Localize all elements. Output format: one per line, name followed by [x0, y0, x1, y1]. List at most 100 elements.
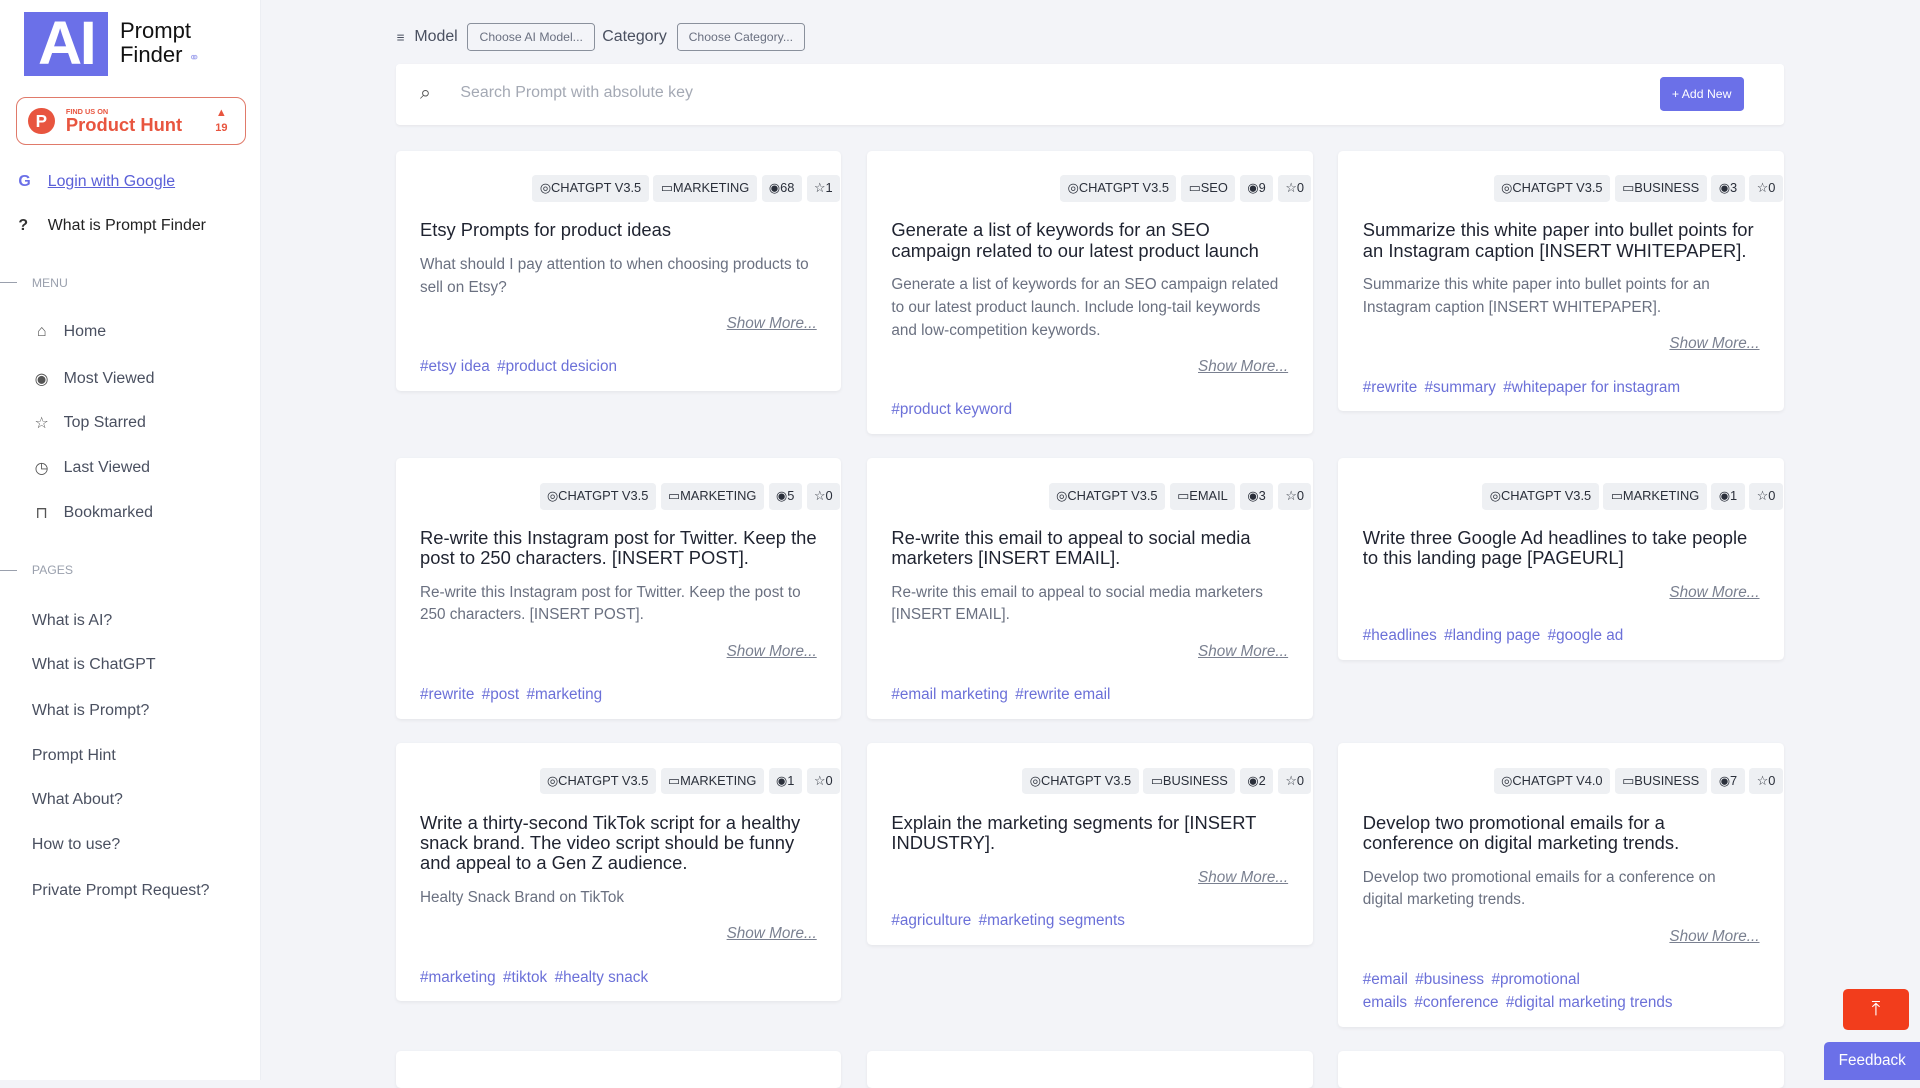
sidebar-item-bookmarked[interactable]: ⊓ Bookmarked	[32, 503, 153, 523]
sidebar-item-home[interactable]: ⌂ Home	[32, 323, 106, 341]
model-tag[interactable]: ◎CHATGPT V4.0	[1493, 767, 1610, 795]
model-tag[interactable]: ◎CHATGPT V3.5	[1048, 482, 1165, 510]
card-title[interactable]: Develop two promotional emails for a con…	[1362, 811, 1680, 854]
hashtag-link[interactable]: #headlines	[1362, 627, 1437, 645]
model-tag[interactable]: ◎CHATGPT V3.5	[539, 482, 656, 510]
star-button[interactable]: ☆0	[1278, 175, 1312, 203]
model-select[interactable]: Choose AI Model...	[467, 23, 595, 52]
model-tag[interactable]: ◎CHATGPT V3.5	[532, 175, 649, 203]
prompt-card[interactable]: ◎CHATGPT V3.5 ▭SEO ◉9 ☆0 Generate a list of …	[866, 150, 1313, 434]
hashtag-link[interactable]: #etsy idea	[419, 358, 490, 376]
star-button[interactable]: ☆0	[1749, 175, 1783, 203]
show-more-link[interactable]: Show More...	[1669, 335, 1760, 353]
search-input[interactable]: Search Prompt with absolute key	[460, 84, 693, 102]
category-tag[interactable]: ▭BUSINESS	[1143, 767, 1236, 795]
category-tag[interactable]: ▭MARKETING	[653, 175, 757, 203]
prompt-card[interactable]: ◎CHATGPT V3.5 ▭MARKETING ◉1 ☆0 Write a thirt…	[395, 743, 842, 1001]
hashtag-link[interactable]: #google ad	[1547, 627, 1624, 645]
show-more-link[interactable]: Show More...	[726, 315, 817, 333]
prompt-card[interactable]	[1338, 1051, 1785, 1088]
hashtag-link[interactable]: #post	[481, 686, 520, 704]
hashtag-link[interactable]: #landing page	[1444, 627, 1541, 645]
page-link[interactable]: How to use?	[31, 836, 121, 854]
page-link[interactable]: What is ChatGPT	[31, 656, 156, 674]
hashtag-link[interactable]: #product keyword	[891, 401, 1013, 419]
prompt-card[interactable]: ◎CHATGPT V4.0 ▭BUSINESS ◉7 ☆0 Develop two pr…	[1338, 743, 1785, 1027]
card-title[interactable]: Summarize this white paper into bullet p…	[1362, 219, 1754, 261]
category-tag[interactable]: ▭MARKETING	[1603, 482, 1707, 510]
hashtag-link[interactable]: #business	[1415, 970, 1485, 988]
hashtag-link[interactable]: #product desicion	[497, 358, 617, 376]
hashtag-link[interactable]: #marketing segments	[978, 912, 1125, 930]
prompt-card[interactable]: ◎CHATGPT V3.5 ▭MARKETING ◉1 ☆0 Write three G…	[1338, 458, 1785, 660]
hashtag-link[interactable]: #tiktok	[503, 968, 548, 986]
model-tag[interactable]: ◎CHATGPT V3.5	[1482, 482, 1599, 510]
star-button[interactable]: ☆0	[806, 767, 840, 795]
hashtag-link[interactable]: #summary	[1424, 378, 1496, 396]
card-title[interactable]: Etsy Prompts for product ideas	[419, 219, 672, 241]
product-hunt-badge[interactable]: P FIND US ON Product Hunt ▲ 19	[15, 96, 246, 146]
feedback-button[interactable]: Feedback	[1824, 1042, 1920, 1080]
hashtag-link[interactable]: #rewrite	[419, 686, 475, 704]
show-more-link[interactable]: Show More...	[726, 925, 817, 943]
model-tag[interactable]: ◎CHATGPT V3.5	[1022, 767, 1139, 795]
prompt-card[interactable]	[395, 1051, 842, 1088]
page-link[interactable]: What is Prompt?	[31, 701, 150, 719]
star-button[interactable]: ☆0	[806, 482, 840, 510]
model-tag[interactable]: ◎CHATGPT V3.5	[1060, 175, 1177, 203]
model-tag[interactable]: ◎CHATGPT V3.5	[1493, 175, 1610, 203]
logo[interactable]: AI Prompt Finder ⚭	[24, 11, 200, 76]
what-is-prompt-finder[interactable]: ? What is Prompt Finder	[18, 217, 206, 235]
hashtag-link[interactable]: #healty snack	[554, 968, 649, 986]
hashtag-link[interactable]: #email marketing	[891, 686, 1008, 704]
hashtag-link[interactable]: #promotional emails	[1362, 970, 1580, 1012]
hashtag-link[interactable]: #marketing	[526, 686, 603, 704]
sidebar-item-top-starred[interactable]: ☆ Top Starred	[32, 413, 145, 433]
hashtag-link[interactable]: #rewrite email	[1015, 686, 1111, 704]
prompt-card[interactable]: ◎CHATGPT V3.5 ▭EMAIL ◉3 ☆0 Re-write this ema…	[866, 458, 1313, 719]
card-title[interactable]: Generate a list of keywords for an SEO c…	[891, 219, 1259, 261]
star-button[interactable]: ☆1	[806, 175, 840, 203]
card-title[interactable]: Explain the marketing segments for [INSE…	[891, 811, 1257, 854]
model-tag[interactable]: ◎CHATGPT V3.5	[539, 767, 656, 795]
category-tag[interactable]: ▭EMAIL	[1169, 482, 1236, 510]
page-link[interactable]: What is AI?	[31, 612, 113, 630]
sidebar-item-most-viewed[interactable]: ◉ Most Viewed	[32, 369, 155, 389]
scroll-top-button[interactable]: ⤒	[1842, 989, 1909, 1030]
hashtag-link[interactable]: #email	[1362, 970, 1408, 988]
hashtag-link[interactable]: #rewrite	[1362, 378, 1418, 396]
sidebar-item-last-viewed[interactable]: ◷ Last Viewed	[32, 458, 150, 478]
prompt-card[interactable]: ◎CHATGPT V3.5 ▭MARKETING ◉68 ☆1 Etsy Prompts…	[395, 150, 842, 391]
prompt-card[interactable]: ◎CHATGPT V3.5 ▭MARKETING ◉5 ☆0 Re-write this…	[395, 458, 842, 719]
show-more-link[interactable]: Show More...	[1198, 643, 1289, 661]
card-title[interactable]: Re-write this Instagram post for Twitter…	[419, 526, 817, 569]
show-more-link[interactable]: Show More...	[1669, 584, 1760, 602]
add-new-button[interactable]: + Add New	[1659, 77, 1744, 111]
prompt-card[interactable]	[866, 1051, 1313, 1088]
prompt-card[interactable]: ◎CHATGPT V3.5 ▭BUSINESS ◉3 ☆0 Summarize this…	[1338, 150, 1785, 412]
show-more-link[interactable]: Show More...	[1198, 358, 1289, 376]
login-link[interactable]: Login with Google	[47, 172, 176, 190]
category-tag[interactable]: ▭MARKETING	[660, 482, 764, 510]
login-google[interactable]: G Login with Google	[18, 173, 175, 191]
card-title[interactable]: Re-write this email to appeal to social …	[891, 526, 1251, 569]
show-more-link[interactable]: Show More...	[1198, 869, 1289, 887]
show-more-link[interactable]: Show More...	[726, 643, 817, 661]
star-button[interactable]: ☆0	[1749, 482, 1783, 510]
category-tag[interactable]: ▭BUSINESS	[1614, 175, 1707, 203]
page-link[interactable]: What About?	[31, 791, 123, 809]
star-button[interactable]: ☆0	[1278, 482, 1312, 510]
hashtag-link[interactable]: #digital marketing trends	[1505, 994, 1673, 1012]
card-title[interactable]: Write a thirty-second TikTok script for …	[419, 811, 801, 874]
category-select[interactable]: Choose Category...	[676, 23, 806, 52]
page-link[interactable]: Prompt Hint	[31, 746, 116, 764]
hashtag-link[interactable]: #whitepaper for instagram	[1503, 378, 1681, 396]
category-tag[interactable]: ▭MARKETING	[660, 767, 764, 795]
category-tag[interactable]: ▭BUSINESS	[1614, 767, 1707, 795]
hashtag-link[interactable]: #agriculture	[891, 912, 972, 930]
page-link[interactable]: Private Prompt Request?	[31, 881, 210, 899]
hashtag-link[interactable]: #marketing	[419, 968, 496, 986]
category-tag[interactable]: ▭SEO	[1181, 175, 1236, 203]
prompt-card[interactable]: ◎CHATGPT V3.5 ▭BUSINESS ◉2 ☆0 Explain the ma…	[866, 743, 1313, 945]
star-button[interactable]: ☆0	[1749, 767, 1783, 795]
